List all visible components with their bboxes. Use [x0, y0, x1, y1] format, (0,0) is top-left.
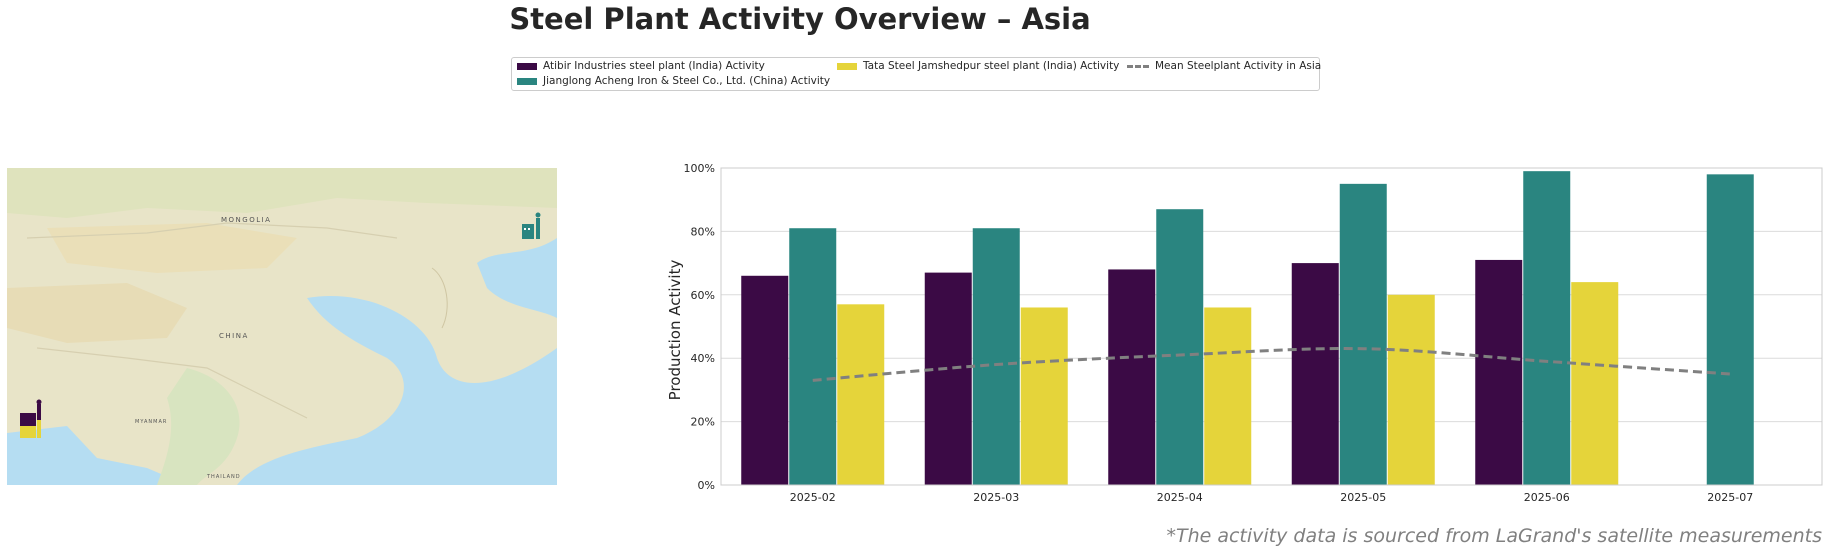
- map-border-south: [36, 347, 308, 419]
- bar-2025-03-s0: [924, 272, 972, 485]
- bar-2025-05-s1: [1339, 183, 1387, 485]
- bar-2025-03-s2: [1020, 307, 1068, 485]
- atibir-factory-icon: [20, 413, 36, 427]
- y-tick-label: 0%: [698, 479, 715, 492]
- jianglong-window-icon: [524, 228, 526, 230]
- y-axis-label: Production Activity: [666, 260, 684, 401]
- y-tick-label: 20%: [691, 416, 715, 429]
- bar-2025-06-s0: [1475, 259, 1523, 485]
- jianglong-marker: [522, 212, 541, 239]
- jianglong-smoke-icon: [535, 212, 541, 218]
- map-desert: [47, 223, 297, 273]
- page-title: Steel Plant Activity Overview – Asia: [509, 2, 1091, 36]
- bar-2025-04-s0: [1108, 269, 1156, 485]
- map-sea-japan: [477, 238, 557, 318]
- bar-2025-06-s1: [1523, 171, 1571, 486]
- map-coast: [431, 267, 448, 329]
- map-label-mongolia: MONGOLIA: [221, 216, 271, 224]
- map-bay-of-bengal: [7, 426, 187, 485]
- bar-2025-05-s0: [1291, 263, 1339, 485]
- map-sea: [237, 296, 557, 485]
- x-tick-label: 2025-05: [1340, 491, 1386, 504]
- footnote: *The activity data is sourced from LaGra…: [1166, 525, 1822, 547]
- legend-label-atibir: Atibir Industries steel plant (India) Ac…: [543, 60, 765, 72]
- chart-gridlines: [721, 167, 1822, 486]
- atibir-chimney-icon: [37, 404, 41, 427]
- jianglong-factory-icon: [522, 224, 534, 239]
- map-label-thailand: THAILAND: [206, 474, 241, 480]
- map-border: [26, 222, 398, 239]
- bar-2025-06-s2: [1571, 282, 1619, 485]
- map-steppe: [7, 168, 557, 218]
- legend-label-tata: Tata Steel Jamshedpur steel plant (India…: [863, 60, 1120, 72]
- bar-2025-05-s2: [1387, 294, 1435, 485]
- y-tick-label: 100%: [684, 162, 715, 175]
- atibir-smoke-icon: [36, 399, 42, 405]
- y-tick-label: 40%: [691, 352, 715, 365]
- legend-item-jianglong: Jianglong Acheng Iron & Steel Co., Ltd. …: [517, 75, 830, 87]
- y-tick-label: 60%: [691, 289, 715, 302]
- legend-swatch-tata: [837, 62, 857, 70]
- legend-swatch-jianglong: [517, 77, 537, 85]
- chart-axes: 0% 20% 40% 60% 80% 100% 2025-02 2025-03 2025-04 2…: [684, 162, 1823, 504]
- map-plateau: [7, 283, 187, 343]
- bar-2025-04-s1: [1156, 209, 1204, 485]
- bar-2025-02-s0: [741, 275, 789, 485]
- legend-swatch-atibir: [517, 62, 537, 70]
- plot-frame: [720, 167, 1823, 486]
- y-tick-label: 80%: [691, 225, 715, 238]
- x-tick-label: 2025-06: [1524, 491, 1570, 504]
- map-label-china: CHINA: [219, 332, 249, 340]
- tata-factory-icon: [20, 426, 36, 438]
- chart-mean-line: [812, 347, 1731, 382]
- bar-2025-02-s2: [837, 304, 885, 485]
- chart-bars: [741, 171, 1754, 486]
- map-label-myanmar: MYANMAR: [135, 419, 167, 425]
- bar-2025-02-s1: [789, 228, 837, 486]
- map-indochina: [157, 368, 240, 485]
- tata-marker: [20, 420, 41, 438]
- atibir-marker: [20, 399, 42, 427]
- asia-map: MONGOLIA CHINA MYANMAR THAILAND: [7, 168, 557, 485]
- bar-2025-03-s1: [972, 228, 1020, 486]
- legend-item-tata: Tata Steel Jamshedpur steel plant (India…: [837, 60, 1119, 72]
- x-tick-label: 2025-04: [1157, 491, 1203, 504]
- bar-2025-04-s2: [1204, 307, 1252, 485]
- bar-2025-07-s1: [1706, 174, 1754, 485]
- chart-legend: Atibir Industries steel plant (India) Ac…: [511, 57, 1321, 91]
- legend-label-jianglong: Jianglong Acheng Iron & Steel Co., Ltd. …: [543, 75, 831, 87]
- legend-item-mean: Mean Steelplant Activity in Asia: [1127, 60, 1321, 72]
- x-tick-label: 2025-07: [1707, 491, 1753, 504]
- x-tick-label: 2025-02: [790, 491, 836, 504]
- legend-dash-mean: [1127, 64, 1149, 68]
- jianglong-chimney-icon: [536, 218, 540, 239]
- jianglong-window2-icon: [528, 228, 530, 230]
- mean-activity-line: [812, 347, 1731, 382]
- map-svg: MONGOLIA CHINA MYANMAR THAILAND: [7, 168, 557, 485]
- legend-item-atibir: Atibir Industries steel plant (India) Ac…: [517, 60, 765, 72]
- legend-label-mean: Mean Steelplant Activity in Asia: [1155, 60, 1322, 72]
- tata-chimney-icon: [37, 420, 41, 438]
- x-tick-label: 2025-03: [973, 491, 1019, 504]
